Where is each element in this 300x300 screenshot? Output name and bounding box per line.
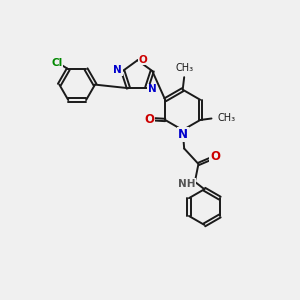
Text: N: N: [148, 84, 156, 94]
Text: NH: NH: [178, 178, 195, 189]
Text: Cl: Cl: [51, 58, 63, 68]
Text: O: O: [139, 55, 147, 64]
Text: O: O: [210, 150, 220, 163]
Text: CH₃: CH₃: [218, 113, 236, 124]
Text: CH₃: CH₃: [175, 63, 193, 73]
Text: N: N: [178, 128, 188, 141]
Text: O: O: [144, 113, 154, 126]
Text: N: N: [113, 65, 122, 75]
